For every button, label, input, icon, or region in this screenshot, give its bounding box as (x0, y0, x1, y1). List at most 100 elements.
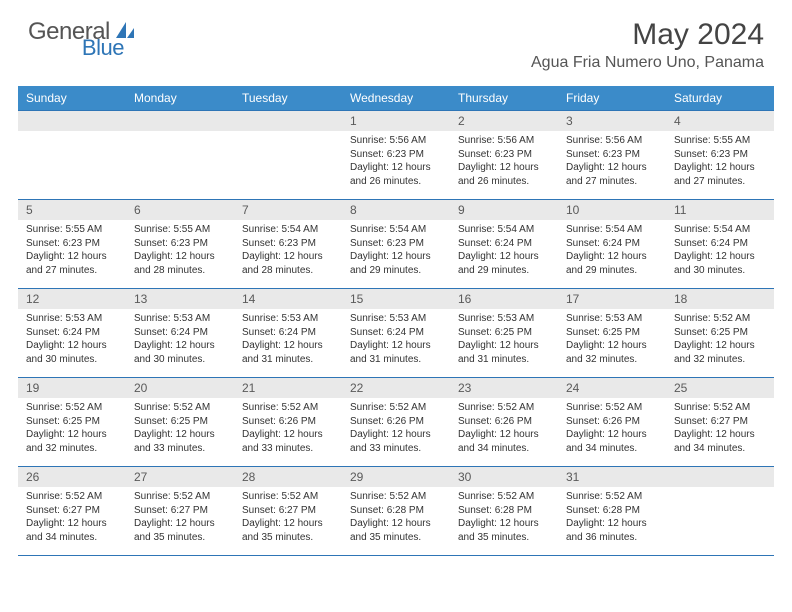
day-number: 7 (234, 200, 342, 220)
sunrise-text: Sunrise: 5:53 AM (26, 312, 118, 326)
daylight-text: Daylight: 12 hours and 27 minutes. (26, 250, 118, 277)
day-details: Sunrise: 5:52 AMSunset: 6:27 PMDaylight:… (18, 487, 126, 550)
day-cell: 29Sunrise: 5:52 AMSunset: 6:28 PMDayligh… (342, 467, 450, 555)
sunrise-text: Sunrise: 5:55 AM (674, 134, 766, 148)
weekday-label: Sunday (18, 86, 126, 110)
day-number: 26 (18, 467, 126, 487)
sunrise-text: Sunrise: 5:52 AM (458, 401, 550, 415)
sunset-text: Sunset: 6:25 PM (458, 326, 550, 340)
day-cell: 25Sunrise: 5:52 AMSunset: 6:27 PMDayligh… (666, 378, 774, 466)
sunset-text: Sunset: 6:25 PM (674, 326, 766, 340)
day-cell: 15Sunrise: 5:53 AMSunset: 6:24 PMDayligh… (342, 289, 450, 377)
sunset-text: Sunset: 6:26 PM (350, 415, 442, 429)
day-number: 9 (450, 200, 558, 220)
day-number: 8 (342, 200, 450, 220)
week-row: 19Sunrise: 5:52 AMSunset: 6:25 PMDayligh… (18, 377, 774, 466)
sunset-text: Sunset: 6:24 PM (242, 326, 334, 340)
daylight-text: Daylight: 12 hours and 26 minutes. (350, 161, 442, 188)
day-cell: 23Sunrise: 5:52 AMSunset: 6:26 PMDayligh… (450, 378, 558, 466)
day-cell (126, 111, 234, 199)
day-number: 25 (666, 378, 774, 398)
sunrise-text: Sunrise: 5:52 AM (566, 401, 658, 415)
weekday-label: Saturday (666, 86, 774, 110)
sunrise-text: Sunrise: 5:52 AM (350, 401, 442, 415)
sunset-text: Sunset: 6:27 PM (134, 504, 226, 518)
day-cell: 27Sunrise: 5:52 AMSunset: 6:27 PMDayligh… (126, 467, 234, 555)
day-cell (18, 111, 126, 199)
day-details: Sunrise: 5:52 AMSunset: 6:26 PMDaylight:… (450, 398, 558, 461)
day-details: Sunrise: 5:55 AMSunset: 6:23 PMDaylight:… (126, 220, 234, 283)
sunset-text: Sunset: 6:26 PM (458, 415, 550, 429)
day-number (126, 111, 234, 131)
day-cell: 13Sunrise: 5:53 AMSunset: 6:24 PMDayligh… (126, 289, 234, 377)
day-details: Sunrise: 5:52 AMSunset: 6:25 PMDaylight:… (18, 398, 126, 461)
day-cell: 6Sunrise: 5:55 AMSunset: 6:23 PMDaylight… (126, 200, 234, 288)
day-details: Sunrise: 5:52 AMSunset: 6:26 PMDaylight:… (558, 398, 666, 461)
day-cell: 1Sunrise: 5:56 AMSunset: 6:23 PMDaylight… (342, 111, 450, 199)
day-number: 2 (450, 111, 558, 131)
day-details: Sunrise: 5:54 AMSunset: 6:24 PMDaylight:… (450, 220, 558, 283)
day-cell: 24Sunrise: 5:52 AMSunset: 6:26 PMDayligh… (558, 378, 666, 466)
day-details: Sunrise: 5:54 AMSunset: 6:23 PMDaylight:… (234, 220, 342, 283)
sunrise-text: Sunrise: 5:54 AM (458, 223, 550, 237)
daylight-text: Daylight: 12 hours and 33 minutes. (350, 428, 442, 455)
sunset-text: Sunset: 6:23 PM (350, 237, 442, 251)
day-details: Sunrise: 5:56 AMSunset: 6:23 PMDaylight:… (558, 131, 666, 194)
weekday-label: Friday (558, 86, 666, 110)
sunrise-text: Sunrise: 5:52 AM (134, 490, 226, 504)
day-details: Sunrise: 5:56 AMSunset: 6:23 PMDaylight:… (342, 131, 450, 194)
day-details: Sunrise: 5:52 AMSunset: 6:28 PMDaylight:… (558, 487, 666, 550)
sunset-text: Sunset: 6:23 PM (350, 148, 442, 162)
sunrise-text: Sunrise: 5:54 AM (242, 223, 334, 237)
day-number: 13 (126, 289, 234, 309)
day-cell: 16Sunrise: 5:53 AMSunset: 6:25 PMDayligh… (450, 289, 558, 377)
week-row: 1Sunrise: 5:56 AMSunset: 6:23 PMDaylight… (18, 110, 774, 199)
day-cell: 11Sunrise: 5:54 AMSunset: 6:24 PMDayligh… (666, 200, 774, 288)
daylight-text: Daylight: 12 hours and 33 minutes. (242, 428, 334, 455)
daylight-text: Daylight: 12 hours and 31 minutes. (242, 339, 334, 366)
sunrise-text: Sunrise: 5:54 AM (350, 223, 442, 237)
sunrise-text: Sunrise: 5:52 AM (566, 490, 658, 504)
week-row: 5Sunrise: 5:55 AMSunset: 6:23 PMDaylight… (18, 199, 774, 288)
sunset-text: Sunset: 6:24 PM (134, 326, 226, 340)
day-details: Sunrise: 5:53 AMSunset: 6:24 PMDaylight:… (342, 309, 450, 372)
daylight-text: Daylight: 12 hours and 36 minutes. (566, 517, 658, 544)
day-number: 6 (126, 200, 234, 220)
day-number: 27 (126, 467, 234, 487)
day-cell: 17Sunrise: 5:53 AMSunset: 6:25 PMDayligh… (558, 289, 666, 377)
day-cell: 3Sunrise: 5:56 AMSunset: 6:23 PMDaylight… (558, 111, 666, 199)
day-cell: 31Sunrise: 5:52 AMSunset: 6:28 PMDayligh… (558, 467, 666, 555)
sunrise-text: Sunrise: 5:56 AM (350, 134, 442, 148)
day-cell: 9Sunrise: 5:54 AMSunset: 6:24 PMDaylight… (450, 200, 558, 288)
daylight-text: Daylight: 12 hours and 35 minutes. (458, 517, 550, 544)
daylight-text: Daylight: 12 hours and 34 minutes. (674, 428, 766, 455)
sunset-text: Sunset: 6:24 PM (26, 326, 118, 340)
daylight-text: Daylight: 12 hours and 27 minutes. (566, 161, 658, 188)
daylight-text: Daylight: 12 hours and 32 minutes. (674, 339, 766, 366)
day-cell: 10Sunrise: 5:54 AMSunset: 6:24 PMDayligh… (558, 200, 666, 288)
day-cell: 4Sunrise: 5:55 AMSunset: 6:23 PMDaylight… (666, 111, 774, 199)
day-number (18, 111, 126, 131)
sunset-text: Sunset: 6:27 PM (674, 415, 766, 429)
day-number: 19 (18, 378, 126, 398)
daylight-text: Daylight: 12 hours and 26 minutes. (458, 161, 550, 188)
day-number: 3 (558, 111, 666, 131)
daylight-text: Daylight: 12 hours and 31 minutes. (458, 339, 550, 366)
sunrise-text: Sunrise: 5:52 AM (26, 490, 118, 504)
day-cell: 7Sunrise: 5:54 AMSunset: 6:23 PMDaylight… (234, 200, 342, 288)
day-cell: 20Sunrise: 5:52 AMSunset: 6:25 PMDayligh… (126, 378, 234, 466)
day-cell (234, 111, 342, 199)
sunset-text: Sunset: 6:28 PM (566, 504, 658, 518)
daylight-text: Daylight: 12 hours and 34 minutes. (26, 517, 118, 544)
sunrise-text: Sunrise: 5:52 AM (458, 490, 550, 504)
day-number (234, 111, 342, 131)
sunrise-text: Sunrise: 5:56 AM (566, 134, 658, 148)
sunset-text: Sunset: 6:23 PM (242, 237, 334, 251)
day-number: 17 (558, 289, 666, 309)
day-number: 18 (666, 289, 774, 309)
daylight-text: Daylight: 12 hours and 30 minutes. (26, 339, 118, 366)
sunset-text: Sunset: 6:24 PM (566, 237, 658, 251)
daylight-text: Daylight: 12 hours and 29 minutes. (458, 250, 550, 277)
day-number: 31 (558, 467, 666, 487)
day-number: 12 (18, 289, 126, 309)
